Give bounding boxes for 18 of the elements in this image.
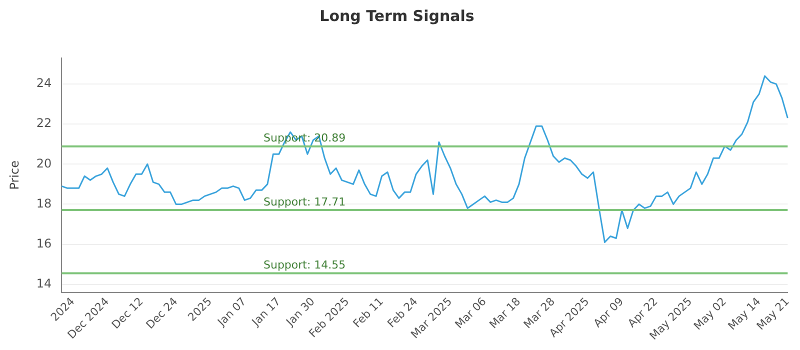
x-tick-label: Dec 24 [144,294,180,332]
x-tick-label: Apr 09 [591,294,626,330]
x-tick-label: Feb 11 [350,294,386,330]
ref-line-label: Support: 17.71 [263,195,346,208]
y-tick-label: 24 [36,76,52,90]
y-tick-label: 16 [36,236,52,250]
chart-title: Long Term Signals [320,6,474,25]
y-tick-label: 20 [36,156,52,170]
x-tick-label: Mar 18 [486,294,524,332]
x-tick-label: Jan 17 [248,294,284,330]
y-axis-title: Price [7,160,22,190]
x-tick-label: Mar 06 [452,294,489,332]
y-tick-label: 18 [36,196,52,210]
x-tick-label: Jan 07 [214,294,249,330]
y-tick-label: 14 [36,276,52,290]
y-tick-label: 22 [36,116,52,130]
x-tick-label: Dec 12 [109,294,146,332]
ref-line-label: Support: 14.55 [263,258,346,272]
